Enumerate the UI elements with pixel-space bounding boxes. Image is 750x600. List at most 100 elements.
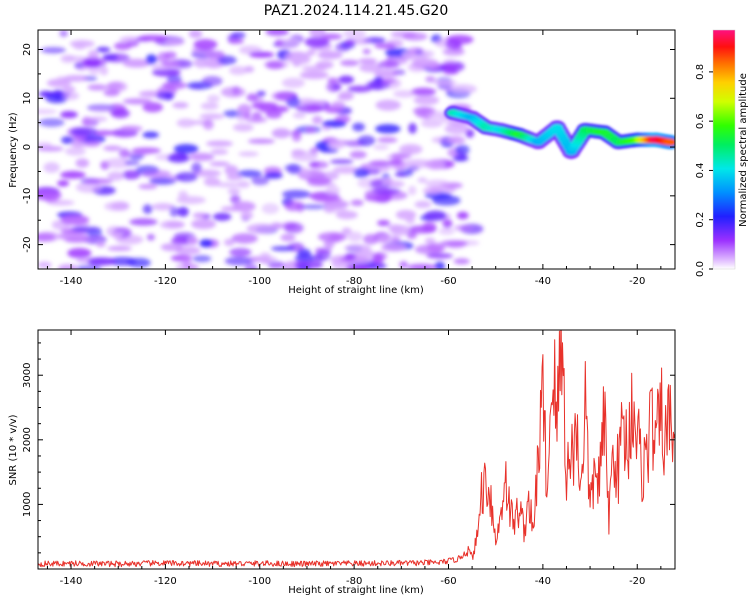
heatmap-noise-blob [335, 210, 358, 220]
heatmap-noise-blob [67, 248, 92, 259]
colorbar-tick-label: 0.6 [695, 113, 706, 129]
heatmap-noise-blob [99, 66, 109, 76]
heatmap-noise-blob [210, 148, 229, 155]
figure-title: PAZ1.2024.114.21.45.G20 [264, 3, 449, 19]
x-tick-label: -60 [440, 576, 456, 587]
heatmap-noise-blob [426, 242, 446, 253]
heatmap-noise-blob [405, 216, 415, 225]
x-tick-label: -120 [154, 576, 177, 587]
heatmap-noise-blob [176, 118, 196, 128]
heatmap-noise-blob [203, 177, 221, 187]
heatmap-noise-blob [60, 110, 78, 119]
heatmap-noise-blob [399, 143, 423, 155]
heatmap-noise-blob [271, 91, 294, 101]
heatmap-noise-blob [347, 85, 372, 93]
heatmap-noise-blob [322, 120, 347, 128]
heatmap-noise-blob [87, 84, 108, 91]
heatmap-noise-blob [323, 200, 350, 209]
heatmap-noise-blob [375, 124, 401, 134]
heatmap-noise-blob [151, 203, 175, 211]
heatmap-noise-blob [238, 151, 259, 157]
heatmap-noise-blob [283, 222, 304, 234]
heatmap-noise-blob [315, 141, 331, 151]
heatmap-noise-blob [175, 246, 201, 255]
heatmap-noise-blob [124, 159, 140, 166]
heatmap-noise-blob [59, 30, 68, 38]
heatmap-noise-blob [347, 231, 363, 242]
heatmap-noise-blob [87, 105, 116, 113]
heatmap-noise-blob [71, 226, 102, 233]
heatmap-noise-blob [61, 91, 80, 101]
heatmap-noise-blob [246, 93, 259, 102]
heatmap-noise-blob [407, 263, 437, 269]
heatmap-noise-blob [122, 98, 153, 105]
spectrogram-signal-layer [444, 105, 675, 159]
heatmap-noise-blob [142, 131, 160, 139]
heatmap-noise-blob [166, 75, 182, 84]
x-tick-label: -80 [346, 576, 362, 587]
heatmap-noise-blob [141, 169, 172, 179]
heatmap-noise-blob [408, 122, 417, 134]
heatmap-noise-blob [96, 241, 106, 248]
x-tick-label: -60 [440, 276, 456, 287]
heatmap-noise-blob [248, 51, 275, 58]
y-tick-label: -20 [22, 236, 33, 252]
x-tick-label: -120 [154, 276, 177, 287]
heatmap-noise-blob [237, 180, 251, 189]
heatmap-noise-blob [353, 37, 371, 45]
heatmap-noise-blob [175, 171, 198, 182]
heatmap-noise-blob [338, 91, 355, 101]
heatmap-noise-blob [281, 77, 305, 89]
heatmap-noise-blob [229, 247, 252, 257]
heatmap-noise-blob [142, 102, 163, 113]
x-tick-label: -40 [535, 576, 551, 587]
heatmap-noise-blob [244, 263, 258, 269]
heatmap-noise-blob [271, 105, 289, 113]
heatmap-noise-blob [261, 203, 280, 214]
heatmap-noise-blob [104, 201, 128, 211]
heatmap-noise-blob [205, 140, 234, 147]
heatmap-noise-blob [424, 210, 447, 221]
colorbar-gradient [713, 30, 735, 269]
heatmap-noise-blob [453, 258, 470, 265]
heatmap-noise-blob [271, 128, 292, 139]
heatmap-noise-blob [217, 55, 237, 66]
x-tick-label: -20 [629, 576, 645, 587]
heatmap-noise-blob [138, 183, 158, 190]
heatmap-noise-blob [374, 43, 397, 49]
heatmap-noise-blob [145, 54, 158, 65]
heatmap-noise-blob [346, 264, 370, 269]
heatmap-ridge-core [664, 138, 675, 146]
heatmap-noise-blob [353, 168, 370, 178]
heatmap-noise-blob [146, 233, 155, 241]
heatmap-noise-blob [121, 170, 141, 180]
x-tick-label: -100 [248, 576, 271, 587]
heatmap-noise-blob [227, 38, 245, 45]
heatmap-noise-blob [377, 60, 400, 69]
heatmap-noise-blob [87, 257, 116, 266]
heatmap-noise-blob [226, 174, 243, 181]
heatmap-noise-blob [38, 232, 56, 242]
colorbar-frame [712, 29, 736, 270]
heatmap-noise-blob [299, 70, 329, 80]
snr-x-label: Height of straight line (km) [288, 585, 424, 596]
heatmap-noise-blob [187, 236, 199, 246]
colorbar-tick-label: 0.0 [695, 261, 706, 277]
heatmap-noise-blob [253, 102, 278, 108]
heatmap-noise-blob [224, 165, 239, 176]
y-tick-label: 10 [22, 92, 33, 105]
heatmap-noise-blob [265, 61, 284, 70]
heatmap-noise-blob [350, 199, 364, 207]
heatmap-noise-blob [232, 123, 254, 132]
heatmap-noise-blob [192, 255, 212, 263]
heatmap-noise-blob [169, 206, 179, 218]
heatmap-noise-blob [70, 127, 98, 137]
heatmap-noise-blob [448, 84, 477, 95]
heatmap-noise-blob [207, 94, 220, 103]
heatmap-noise-blob [344, 253, 356, 261]
heatmap-noise-blob [38, 141, 53, 148]
x-tick-label: -100 [248, 276, 271, 287]
heatmap-noise-blob [193, 39, 218, 50]
heatmap-noise-blob [232, 201, 256, 212]
